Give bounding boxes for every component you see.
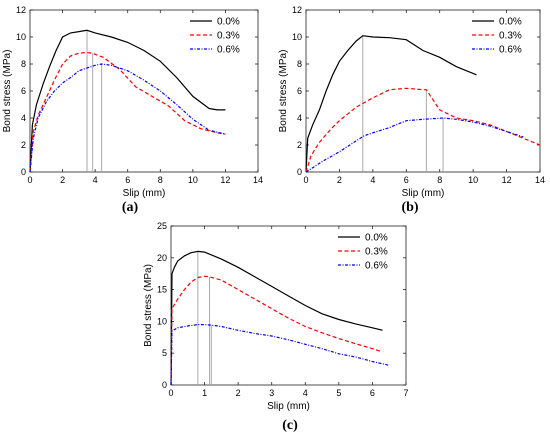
legend-label: 0.6% bbox=[217, 45, 240, 56]
x-tick-label: 14 bbox=[253, 175, 263, 185]
y-tick-label: 8 bbox=[297, 59, 302, 69]
x-tick-label: 10 bbox=[188, 175, 198, 185]
y-axis-label: Bond stress (MPa) bbox=[2, 50, 13, 133]
x-axis-label: Slip (mm) bbox=[123, 188, 166, 199]
x-tick-label: 14 bbox=[535, 175, 545, 185]
x-tick-label: 8 bbox=[158, 175, 163, 185]
y-tick-label: 0 bbox=[297, 167, 302, 177]
y-axis-label: Bond stress (MPa) bbox=[278, 50, 289, 133]
series-line-0 bbox=[305, 35, 477, 173]
x-tick-label: 6 bbox=[404, 175, 409, 185]
series-line-2 bbox=[305, 117, 524, 173]
y-tick-label: 25 bbox=[157, 221, 167, 231]
panel-label: (c) bbox=[282, 418, 298, 433]
series-line-1 bbox=[170, 275, 383, 386]
x-axis-label: Slip (mm) bbox=[267, 401, 310, 412]
x-tick-label: 0 bbox=[168, 388, 173, 398]
y-axis-label: Bond stress (MPa) bbox=[143, 264, 154, 347]
y-tick-label: 2 bbox=[297, 140, 302, 150]
x-tick-label: 0 bbox=[27, 175, 32, 185]
series-line-2 bbox=[170, 324, 390, 386]
y-tick-label: 12 bbox=[16, 5, 26, 15]
legend-label: 0.6% bbox=[365, 261, 388, 272]
x-tick-label: 2 bbox=[236, 388, 241, 398]
x-tick-label: 1 bbox=[202, 388, 207, 398]
legend-label: 0.3% bbox=[499, 31, 522, 42]
legend-label: 0.3% bbox=[217, 31, 240, 42]
y-tick-label: 0 bbox=[162, 380, 167, 390]
y-tick-label: 12 bbox=[292, 5, 302, 15]
x-tick-label: 4 bbox=[370, 175, 375, 185]
x-tick-label: 12 bbox=[220, 175, 230, 185]
legend-label: 0.3% bbox=[365, 247, 388, 258]
x-tick-label: 2 bbox=[337, 175, 342, 185]
y-tick-label: 0 bbox=[21, 167, 26, 177]
x-tick-label: 5 bbox=[336, 388, 341, 398]
plot-frame bbox=[170, 225, 407, 386]
series-line-2 bbox=[29, 63, 226, 173]
y-tick-label: 6 bbox=[297, 86, 302, 96]
chart-panel: 0 2 4 6 8 10 12 14 0 2 4 6 8 10 12 Slip (mm) Bond stress… bbox=[278, 5, 545, 215]
series-line-0 bbox=[170, 250, 383, 386]
series-line-1 bbox=[305, 87, 541, 173]
y-tick-label: 10 bbox=[157, 316, 167, 326]
y-tick-label: 20 bbox=[157, 253, 167, 263]
y-tick-label: 5 bbox=[162, 348, 167, 358]
y-tick-label: 10 bbox=[292, 32, 302, 42]
series-line-0 bbox=[29, 29, 226, 173]
panel-label: (b) bbox=[401, 200, 418, 215]
panel-label: (a) bbox=[122, 200, 139, 215]
y-tick-label: 6 bbox=[21, 86, 26, 96]
legend-label: 0.6% bbox=[499, 45, 522, 56]
x-tick-label: 4 bbox=[93, 175, 98, 185]
x-tick-label: 12 bbox=[502, 175, 512, 185]
chart-panel: 0 1 2 3 4 5 6 7 0 5 10 15 20 25 Slip (mm) Bond stress (… bbox=[143, 221, 409, 433]
x-tick-label: 6 bbox=[125, 175, 130, 185]
x-tick-label: 7 bbox=[403, 388, 408, 398]
x-tick-label: 4 bbox=[303, 388, 308, 398]
x-tick-label: 3 bbox=[269, 388, 274, 398]
x-tick-label: 10 bbox=[468, 175, 478, 185]
legend-label: 0.0% bbox=[365, 233, 388, 244]
y-tick-label: 8 bbox=[21, 59, 26, 69]
y-tick-label: 4 bbox=[297, 113, 302, 123]
legend-label: 0.0% bbox=[217, 17, 240, 28]
x-tick-label: 8 bbox=[437, 175, 442, 185]
x-tick-label: 0 bbox=[303, 175, 308, 185]
chart-panel: 0 2 4 6 8 10 12 14 0 2 4 6 8 10 12 Slip (mm) Bond stress… bbox=[2, 5, 263, 215]
y-tick-label: 2 bbox=[21, 140, 26, 150]
x-tick-label: 6 bbox=[370, 388, 375, 398]
legend-label: 0.0% bbox=[499, 17, 522, 28]
x-tick-label: 2 bbox=[60, 175, 65, 185]
series-line-1 bbox=[29, 51, 226, 173]
x-axis-label: Slip (mm) bbox=[402, 188, 445, 199]
y-tick-label: 4 bbox=[21, 113, 26, 123]
y-tick-label: 10 bbox=[16, 32, 26, 42]
y-tick-label: 15 bbox=[157, 285, 167, 295]
